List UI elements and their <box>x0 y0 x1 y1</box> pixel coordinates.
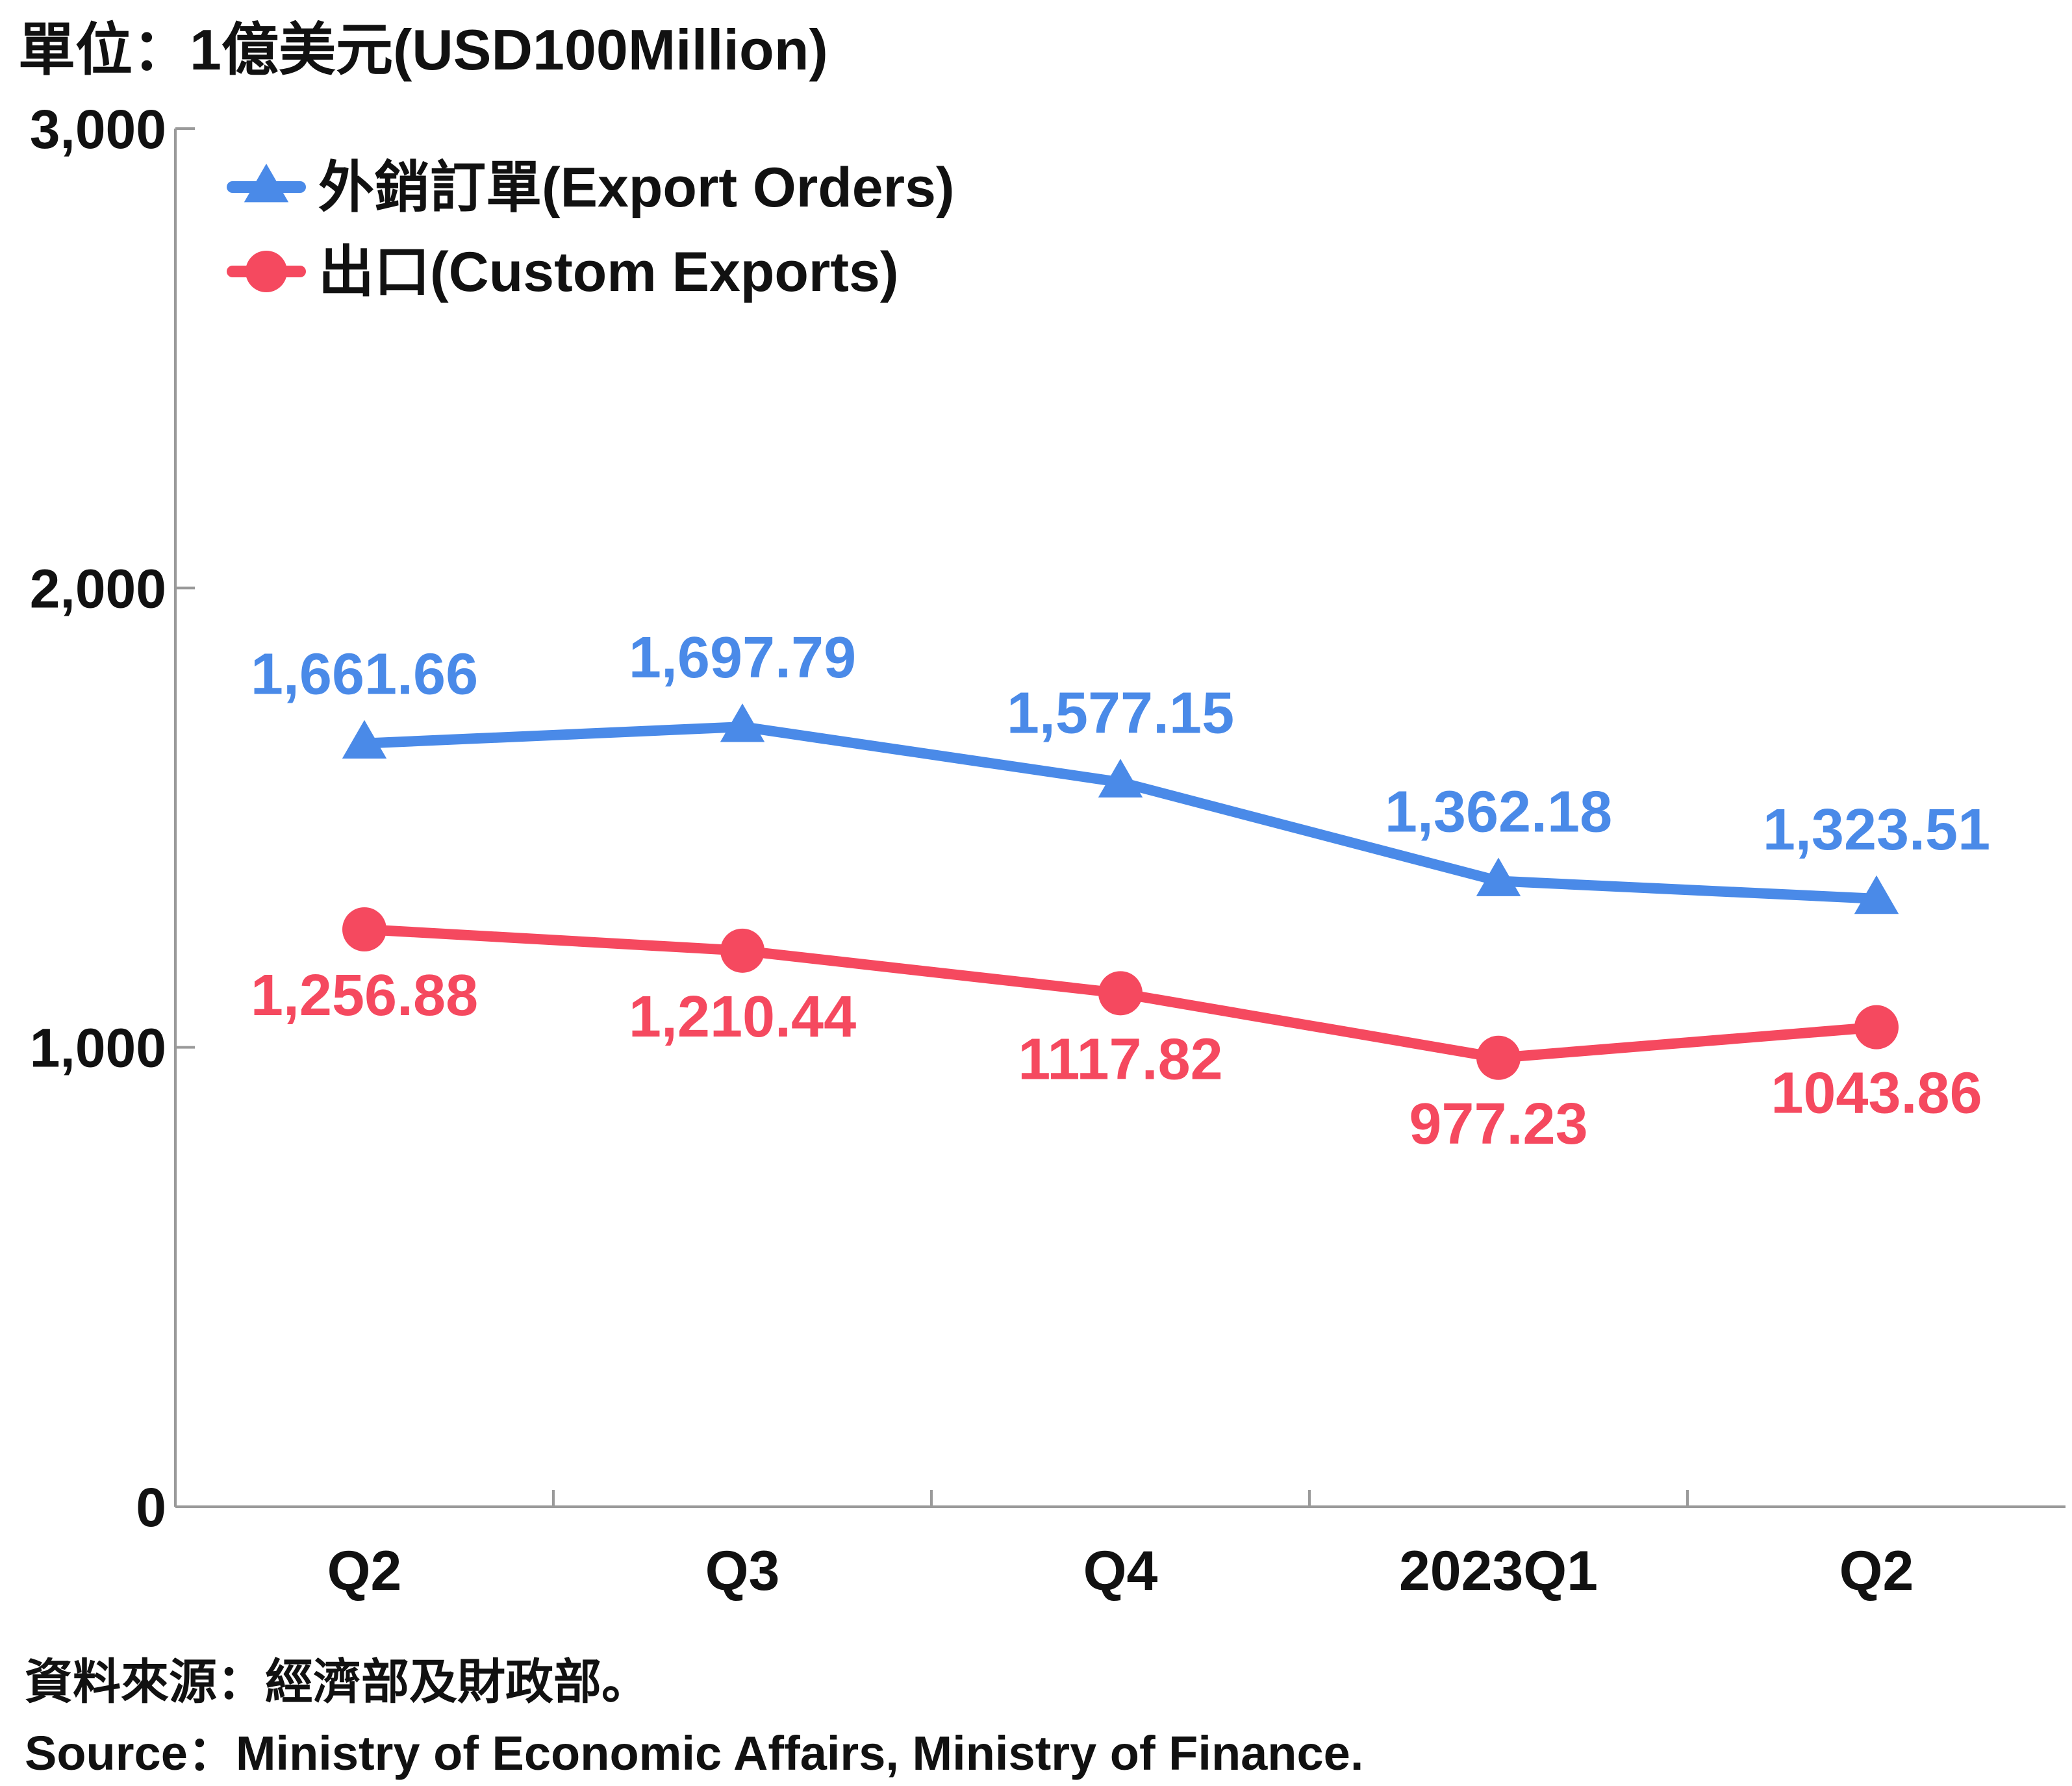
series-marker-1 <box>1476 1035 1521 1080</box>
series-line-0 <box>359 722 1882 904</box>
y-tick-label: 0 <box>136 1477 166 1538</box>
data-label: 977.23 <box>1409 1092 1587 1157</box>
data-label: 1,362.18 <box>1385 779 1612 844</box>
legend-marker-0 <box>244 164 289 203</box>
x-tick-label: Q4 <box>1083 1540 1158 1602</box>
series-marker-0 <box>1098 759 1143 798</box>
legend-label: 出口(Custom Exports) <box>318 241 898 303</box>
series-marker-0 <box>1476 857 1521 896</box>
data-label: 1,210.44 <box>629 985 856 1050</box>
x-tick-label: Q2 <box>327 1540 402 1602</box>
data-label: 1,661.66 <box>251 642 478 707</box>
x-tick-label: 2023Q1 <box>1399 1540 1598 1602</box>
data-label: 1,577.15 <box>1007 681 1234 746</box>
x-tick-label: Q2 <box>1839 1540 1914 1602</box>
data-label: 1117.82 <box>1018 1027 1222 1092</box>
legend-label: 外銷訂單(Export Orders) <box>318 157 955 219</box>
data-label: 1043.86 <box>1771 1061 1982 1126</box>
data-label: 1,697.79 <box>629 625 856 690</box>
source-chinese: 資料來源：經濟部及財政部。 <box>25 1655 650 1709</box>
series-marker-0 <box>720 703 765 742</box>
data-label: 1,256.88 <box>251 963 478 1028</box>
y-tick-label: 3,000 <box>30 99 166 160</box>
series-marker-0 <box>1854 875 1899 914</box>
legend-marker-1 <box>246 251 287 292</box>
series-marker-1 <box>1854 1005 1899 1050</box>
unit-label: 單位：1億美元(USD100Million) <box>18 18 828 82</box>
y-tick-label: 1,000 <box>30 1018 166 1079</box>
series-marker-1 <box>1098 971 1143 1016</box>
source-english: Source：Ministry of Economic Affairs, Min… <box>25 1726 1364 1780</box>
y-tick-label: 2,000 <box>30 558 166 619</box>
data-label: 1,323.51 <box>1763 798 1990 862</box>
series-marker-1 <box>342 907 386 951</box>
series-marker-1 <box>720 928 764 973</box>
x-tick-label: Q3 <box>705 1540 780 1602</box>
series-marker-0 <box>342 720 387 759</box>
